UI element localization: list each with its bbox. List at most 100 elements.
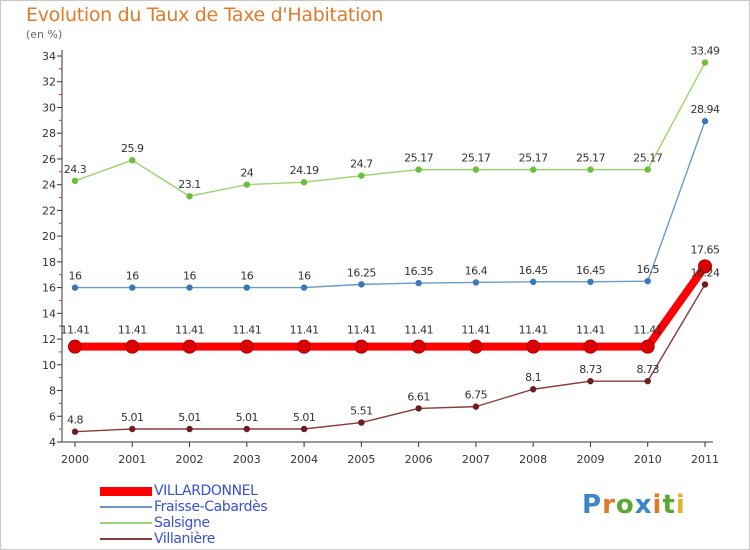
y-tick-label: 28	[42, 127, 56, 140]
data-label: 16.45	[519, 264, 548, 277]
data-label: 24.7	[350, 158, 373, 171]
chart-subtitle: (en %)	[26, 28, 63, 41]
data-label: 11.41	[633, 324, 662, 337]
logo-letter: x	[634, 490, 653, 520]
data-point	[526, 339, 541, 354]
data-point	[415, 405, 422, 412]
logo-letter: o	[615, 490, 635, 520]
legend-label: Salsigne	[154, 515, 210, 531]
data-label: 25.17	[519, 152, 548, 165]
legend: VILLARDONNEL Fraisse-Cabardès Salsigne V…	[100, 483, 268, 547]
data-label: 11.41	[576, 324, 605, 337]
data-label: 4.8	[67, 414, 83, 427]
data-label: 16	[183, 270, 196, 283]
x-tick-label: 2003	[233, 453, 261, 466]
x-tick-label: 2006	[405, 453, 433, 466]
data-point	[243, 425, 251, 433]
data-point	[358, 419, 365, 426]
legend-item-salsigne: Salsigne	[100, 515, 267, 531]
data-label: 28.94	[691, 103, 720, 116]
data-point	[529, 166, 537, 173]
data-label: 16.24	[691, 267, 720, 280]
data-label: 11.41	[290, 324, 319, 337]
legend-label: Villanière	[154, 531, 215, 547]
data-point	[300, 425, 308, 433]
data-label: 6.75	[465, 389, 488, 402]
data-point	[358, 172, 365, 179]
data-label: 25.9	[121, 142, 144, 155]
data-label: 23.1	[178, 178, 201, 191]
data-label: 16.45	[576, 264, 605, 277]
data-label: 24	[240, 167, 253, 180]
data-label: 5.01	[293, 411, 316, 424]
y-tick-label: 4	[49, 436, 56, 449]
series-line	[74, 283, 706, 433]
data-point	[300, 179, 308, 186]
data-label: 33.49	[691, 45, 720, 58]
data-point	[182, 339, 197, 354]
data-label: 11.41	[232, 324, 261, 337]
data-point	[358, 281, 365, 288]
data-label: 8.1	[525, 371, 541, 384]
y-tick-label: 8	[49, 385, 56, 398]
legend-swatch-salsigne	[100, 522, 152, 524]
y-tick-label: 12	[42, 333, 56, 346]
series-line	[74, 120, 706, 289]
x-tick-label: 2009	[576, 453, 604, 466]
y-tick-label: 22	[42, 204, 56, 217]
y-tick-label: 16	[42, 282, 56, 295]
data-point	[640, 339, 655, 354]
data-label: 5.01	[236, 411, 259, 424]
series-line	[71, 262, 709, 351]
data-point	[644, 377, 651, 385]
x-tick-label: 2011	[691, 453, 719, 466]
data-point	[472, 279, 480, 286]
logo-letter: r	[602, 490, 616, 520]
data-label: 16.35	[404, 265, 433, 278]
legend-swatch-fraisse-cabardes	[100, 506, 152, 508]
data-label: 11.41	[404, 324, 433, 337]
data-point	[243, 181, 251, 188]
data-point	[129, 425, 136, 433]
data-point	[186, 284, 193, 291]
data-label: 25.17	[461, 152, 490, 165]
y-tick-label: 32	[42, 76, 56, 89]
data-label: 16.25	[347, 266, 376, 279]
y-tick-label: 24	[42, 179, 56, 192]
data-point	[587, 278, 594, 286]
data-label: 11.41	[175, 324, 204, 337]
data-label: 25.17	[404, 152, 433, 165]
data-point	[701, 117, 709, 125]
x-tick-label: 2004	[290, 453, 318, 466]
data-point	[239, 339, 254, 354]
x-tick-label: 2010	[634, 453, 662, 466]
data-point	[71, 428, 79, 435]
data-point	[698, 259, 712, 274]
x-tick-label: 2008	[519, 453, 547, 466]
data-point	[472, 166, 480, 173]
proxiti-logo: Proxiti	[582, 490, 686, 520]
data-point	[468, 339, 483, 354]
x-tick-label: 2000	[61, 453, 89, 466]
series-line	[74, 61, 706, 197]
data-label: 11.41	[347, 324, 376, 337]
data-point	[300, 284, 308, 291]
data-point	[354, 339, 369, 354]
logo-letter: i	[675, 490, 686, 520]
data-point	[701, 281, 709, 288]
data-point	[587, 377, 594, 385]
y-tick-label: 18	[42, 256, 56, 269]
data-point	[125, 339, 140, 354]
data-point	[415, 279, 422, 287]
y-tick-label: 30	[42, 101, 56, 114]
x-tick-label: 2001	[118, 453, 146, 466]
data-point	[644, 277, 651, 285]
data-point	[529, 386, 537, 393]
y-tick-label: 26	[42, 153, 56, 166]
data-point	[243, 284, 251, 291]
y-tick-label: 6	[49, 410, 56, 423]
data-label: 17.65	[691, 243, 720, 256]
data-label: 8.73	[579, 363, 602, 376]
data-label: 16	[126, 270, 139, 283]
